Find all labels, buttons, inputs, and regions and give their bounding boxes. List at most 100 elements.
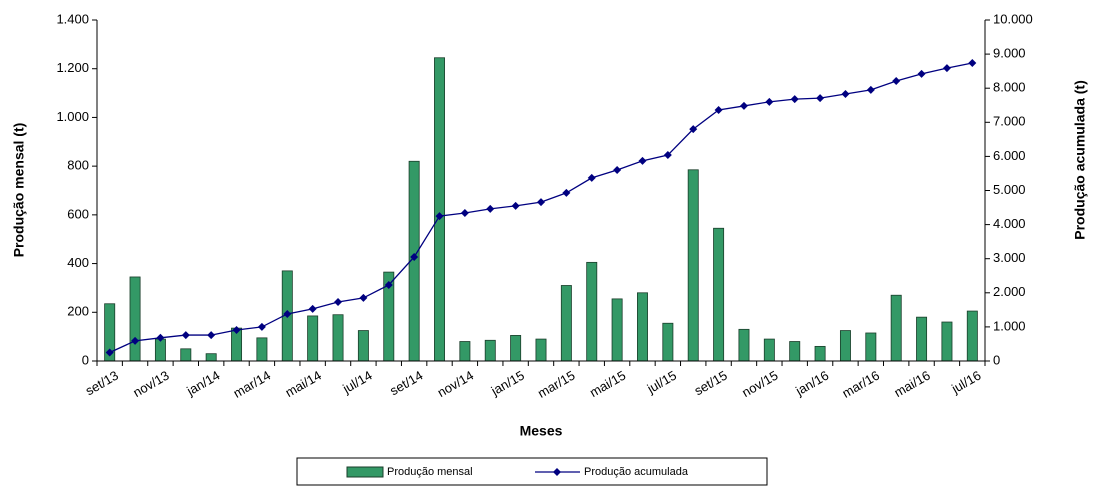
bar	[180, 348, 192, 362]
bar	[865, 332, 877, 362]
y2-tick-label: 3.000	[993, 250, 1026, 265]
line-marker	[790, 95, 799, 104]
line-marker	[257, 322, 266, 331]
line-marker	[308, 304, 317, 313]
y2-tick-label: 7.000	[993, 114, 1026, 129]
bar	[484, 339, 496, 362]
y-axis-title: Produção mensal (t)	[11, 123, 27, 258]
x-tick-label: jul/14	[339, 368, 374, 397]
line-marker	[334, 298, 343, 307]
y2-tick-label: 6.000	[993, 148, 1026, 163]
y-tick-label: 1.400	[56, 11, 89, 26]
bar	[307, 315, 319, 362]
bar	[205, 353, 217, 362]
line-marker	[638, 156, 647, 165]
x-tick-label: set/15	[692, 368, 730, 399]
line-marker	[841, 89, 850, 98]
line-marker	[435, 212, 444, 221]
x-tick-label: set/13	[83, 368, 121, 399]
legend-marker	[553, 468, 561, 476]
line-marker	[156, 333, 165, 342]
x-tick-label: nov/15	[739, 368, 780, 401]
line-marker	[486, 204, 495, 213]
bar	[966, 310, 978, 362]
line-marker	[739, 101, 748, 110]
x-tick-label: jan/14	[183, 368, 222, 399]
y2-tick-label: 9.000	[993, 46, 1026, 61]
bar	[586, 261, 598, 362]
bar	[535, 338, 547, 362]
line-marker	[511, 201, 520, 210]
line-marker	[663, 151, 672, 160]
x-tick-label: mai/16	[891, 368, 932, 401]
x-tick-label: nov/13	[130, 368, 171, 401]
line-marker	[917, 69, 926, 78]
y-tick-label: 200	[67, 304, 89, 319]
legend-label: Produção acumulada	[584, 466, 689, 478]
line-marker	[587, 173, 596, 182]
line-marker	[562, 188, 571, 197]
y-tick-label: 600	[67, 206, 89, 221]
line-marker	[765, 97, 774, 106]
bar	[738, 328, 750, 362]
x-tick-label: mar/16	[840, 368, 883, 401]
y-tick-label: 1.000	[56, 109, 89, 124]
line-marker	[942, 64, 951, 73]
line-marker	[866, 85, 875, 94]
line-marker	[410, 252, 419, 261]
x-tick-label: set/14	[387, 368, 425, 399]
bar	[611, 298, 623, 362]
y2-axis-title: Produção acumulada (t)	[1072, 80, 1088, 239]
bar	[916, 316, 928, 362]
line-marker	[131, 336, 140, 345]
x-tick-label: jul/16	[948, 368, 983, 397]
line-marker	[384, 280, 393, 289]
bar	[357, 330, 369, 362]
bar	[814, 345, 826, 362]
line-marker	[714, 106, 723, 115]
line-marker	[105, 348, 114, 357]
line-marker	[816, 94, 825, 103]
x-tick-label: mai/14	[283, 368, 324, 401]
line-marker	[892, 77, 901, 86]
legend-label: Produção mensal	[387, 466, 473, 478]
line-marker	[968, 58, 977, 67]
bar	[637, 292, 648, 362]
bar	[763, 338, 775, 362]
line-marker	[613, 166, 622, 175]
bar	[713, 227, 725, 362]
line-marker	[232, 325, 241, 334]
y2-tick-label: 1.000	[993, 318, 1026, 333]
x-tick-label: nov/14	[435, 368, 476, 401]
line-marker	[207, 331, 216, 340]
x-tick-label: jan/16	[792, 368, 831, 399]
y2-tick-label: 5.000	[993, 182, 1026, 197]
bar	[434, 57, 445, 362]
bar	[941, 321, 953, 362]
line-marker	[537, 198, 545, 207]
x-tick-label: mar/15	[535, 368, 578, 401]
line-marker	[283, 309, 292, 318]
legend-swatch	[346, 466, 384, 478]
y-tick-label: 800	[67, 158, 89, 173]
bar	[332, 314, 344, 362]
line-marker	[181, 331, 190, 340]
bar	[839, 330, 851, 362]
y-tick-label: 1.200	[56, 60, 89, 75]
bar	[129, 276, 141, 362]
y2-tick-label: 8.000	[993, 80, 1026, 95]
y2-tick-label: 10.000	[993, 11, 1033, 26]
y2-tick-label: 0	[993, 352, 1000, 367]
bar	[154, 338, 166, 362]
bar	[789, 341, 801, 362]
bar	[687, 169, 699, 362]
bar	[560, 285, 572, 362]
x-tick-label: jan/15	[488, 368, 527, 399]
x-tick-label: mar/14	[231, 368, 274, 401]
y-tick-label: 0	[82, 352, 89, 367]
line-marker	[689, 125, 698, 134]
x-axis-title: Meses	[520, 423, 563, 439]
bar	[510, 335, 522, 362]
